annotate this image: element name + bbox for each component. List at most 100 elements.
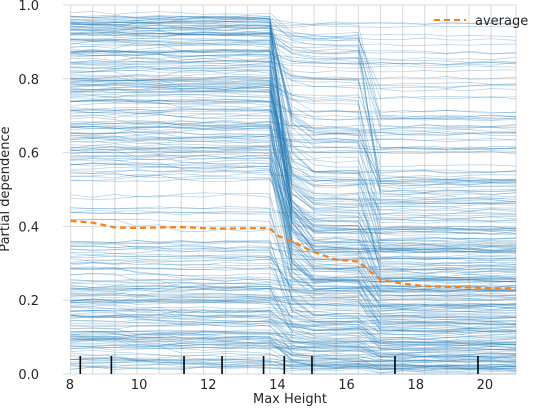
- ice-curve-45: [70, 366, 517, 370]
- ice-curve-198: [70, 136, 517, 217]
- ice-curve-81: [70, 57, 517, 251]
- ice-curve-168: [70, 23, 517, 264]
- ice-curve-154: [70, 300, 517, 332]
- ice-curve-217: [70, 138, 517, 248]
- ice-curve-112: [70, 327, 517, 368]
- ice-curve-189: [70, 61, 517, 252]
- ice-curve-109: [70, 30, 517, 186]
- x-tick-label-2: 12: [200, 378, 217, 393]
- ice-curve-94: [70, 332, 517, 340]
- ice-curve-270: [70, 154, 517, 279]
- ice-curve-47: [70, 240, 517, 254]
- ice-curve-67: [70, 20, 517, 25]
- ice-curve-295: [70, 162, 517, 231]
- ice-curve-143: [70, 60, 517, 73]
- ice-curve-55: [70, 28, 517, 297]
- ice-curve-90: [70, 134, 517, 265]
- ice-curve-265: [70, 255, 517, 320]
- ice-curve-77: [70, 22, 517, 118]
- ice-curve-79: [70, 117, 517, 292]
- ice-curve-180: [70, 18, 517, 300]
- ice-curve-36: [70, 267, 517, 310]
- ice-curve-182: [70, 337, 517, 358]
- ice-curve-78: [70, 21, 517, 178]
- ice-curve-97: [70, 363, 517, 370]
- ice-curve-41: [70, 365, 517, 372]
- ice-curve-279: [70, 135, 517, 222]
- ice-curve-222: [70, 162, 517, 312]
- ice-curve-69: [70, 11, 517, 120]
- ice-curve-62: [70, 163, 517, 249]
- ice-curve-177: [70, 192, 517, 327]
- ice-curve-151: [70, 49, 517, 66]
- ice-curve-261: [70, 69, 517, 292]
- ice-curve-118: [70, 82, 517, 203]
- ice-curve-120: [70, 24, 517, 136]
- ice-curve-58: [70, 335, 517, 362]
- ice-curve-240: [70, 33, 517, 54]
- ice-curve-146: [70, 319, 517, 346]
- ice-curve-259: [70, 358, 517, 368]
- ice-curve-130: [70, 294, 517, 323]
- ice-curve-160: [70, 206, 517, 347]
- ice-curve-72: [70, 354, 517, 363]
- ice-curve-14: [70, 333, 517, 354]
- ice-curve-144: [70, 21, 517, 41]
- ice-curve-87: [70, 338, 517, 367]
- ice-curve-68: [70, 79, 517, 252]
- y-tick-label-1: 0.2: [18, 294, 39, 309]
- ice-curve-215: [70, 352, 516, 375]
- ice-curve-37: [70, 298, 517, 307]
- ice-curve-3: [70, 65, 517, 235]
- ice-curve-242: [70, 82, 517, 291]
- ice-curve-59: [70, 266, 517, 282]
- ice-curve-25: [70, 16, 517, 47]
- ice-curve-70: [70, 358, 516, 365]
- ice-curve-43: [70, 287, 517, 293]
- ice-curve-230: [70, 106, 517, 283]
- ice-curve-220: [70, 14, 517, 280]
- ice-curve-61: [70, 15, 517, 149]
- ice-curve-91: [70, 87, 517, 293]
- ice-curve-95: [70, 52, 517, 252]
- ice-curve-205: [70, 262, 517, 318]
- ice-curve-247: [70, 27, 517, 167]
- ice-curve-253: [70, 300, 517, 337]
- ice-curve-10: [70, 61, 517, 69]
- ice-curve-293: [70, 295, 517, 301]
- ice-curve-174: [70, 336, 517, 363]
- ice-curve-225: [70, 48, 517, 183]
- ice-curve-245: [70, 330, 517, 336]
- ice-curve-227: [70, 267, 517, 310]
- legend: average: [434, 14, 528, 29]
- ice-curve-271: [70, 356, 517, 371]
- ice-curve-254: [70, 261, 517, 274]
- ice-curve-46: [70, 149, 517, 329]
- ice-curve-297: [70, 89, 517, 283]
- ice-curve-105: [70, 54, 517, 302]
- x-axis-label: Max Height: [253, 392, 327, 407]
- ice-curve-251: [70, 99, 517, 220]
- ice-curve-273: [70, 88, 516, 186]
- x-tick-labels: 8 10 12 14 16 18 20: [66, 378, 493, 393]
- y-tick-label-5: 1.0: [18, 0, 39, 14]
- ice-curve-27: [70, 293, 517, 299]
- ice-curve-104: [70, 53, 517, 60]
- ice-curve-92: [70, 27, 517, 173]
- ice-curve-260: [70, 119, 517, 128]
- ice-curve-194: [70, 39, 517, 205]
- ice-curve-6: [70, 340, 517, 368]
- ice-curve-89: [70, 169, 517, 291]
- ice-curve-22: [70, 63, 517, 204]
- ice-curve-88: [70, 266, 517, 281]
- ice-curve-16: [70, 42, 517, 271]
- ice-curve-101: [70, 69, 517, 235]
- ice-curve-86: [70, 347, 517, 357]
- ice-curve-161: [70, 126, 517, 307]
- ice-curve-20: [70, 42, 517, 202]
- ice-curve-52: [70, 67, 517, 260]
- ice-curve-216: [70, 86, 517, 274]
- ice-curve-163: [70, 60, 517, 150]
- ice-curve-51: [70, 109, 517, 240]
